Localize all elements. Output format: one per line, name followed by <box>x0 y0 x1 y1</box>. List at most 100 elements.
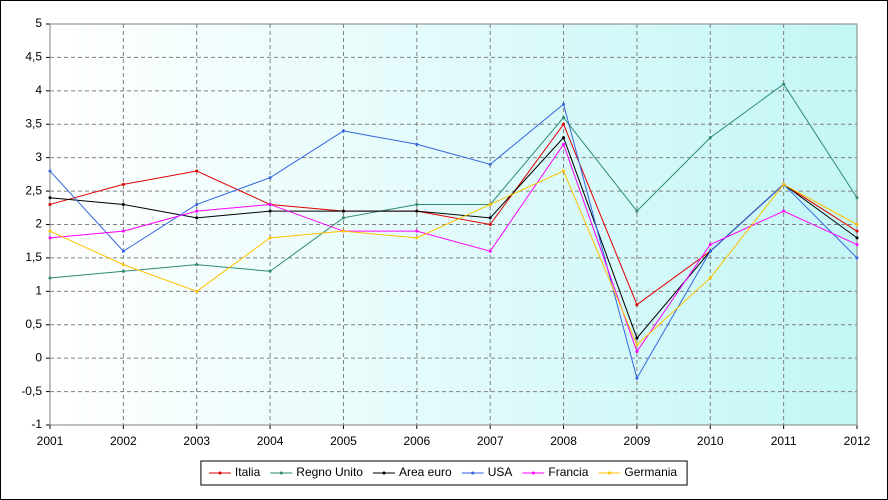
point <box>121 229 125 233</box>
point <box>855 236 859 240</box>
legend-marker <box>607 471 611 475</box>
point <box>195 289 199 293</box>
point <box>121 263 125 267</box>
point <box>48 169 52 173</box>
point <box>121 202 125 206</box>
point <box>635 209 639 213</box>
point <box>195 209 199 213</box>
series-line <box>49 170 858 346</box>
point <box>635 343 639 347</box>
y-tick-label: 1 <box>35 284 42 298</box>
x-tick-label: 2002 <box>110 434 137 448</box>
legend-marker <box>531 471 535 475</box>
y-tick-label: 0,5 <box>25 317 42 331</box>
point <box>708 243 712 247</box>
grid-layer <box>46 23 858 429</box>
legend-label: Regno Unito <box>296 465 363 479</box>
legend-label: Area euro <box>399 465 452 479</box>
point <box>782 82 786 86</box>
point <box>488 202 492 206</box>
x-tick-label: 2003 <box>183 434 210 448</box>
point <box>415 236 419 240</box>
x-tick-label: 2006 <box>403 434 430 448</box>
point <box>341 129 345 133</box>
point <box>635 349 639 353</box>
point <box>488 223 492 226</box>
legend-marker <box>218 471 222 475</box>
x-tick-label: 2007 <box>477 434 504 448</box>
point <box>488 216 492 220</box>
legend: Italia Regno Unito Area euro USA Francia Germ… <box>200 460 688 486</box>
x-tick-label: 2005 <box>330 434 357 448</box>
point <box>708 249 712 253</box>
point <box>855 243 859 247</box>
legend-label: Italia <box>235 465 261 479</box>
point <box>121 269 125 273</box>
x-tick-label: 2004 <box>257 434 284 448</box>
y-tick-label: 5 <box>35 16 42 30</box>
legend-label: USA <box>488 465 513 479</box>
point <box>268 269 272 273</box>
y-tick-label: 4 <box>35 83 42 97</box>
x-tick-label: 2011 <box>771 434 797 448</box>
point <box>635 376 639 380</box>
point <box>48 229 52 233</box>
x-tick-label: 2010 <box>697 434 724 448</box>
point <box>415 202 419 206</box>
legend-marker <box>279 471 283 475</box>
y-tick-label: 2 <box>35 217 42 231</box>
point <box>195 169 199 173</box>
point <box>488 162 492 166</box>
point <box>268 236 272 240</box>
y-tick-label: 3,5 <box>25 116 42 130</box>
point <box>488 249 492 253</box>
legend-label: Francia <box>548 465 588 479</box>
point <box>268 202 272 206</box>
x-tick-label: 2012 <box>844 434 871 448</box>
y-tick-label: 2,5 <box>25 183 42 197</box>
point <box>562 116 566 120</box>
point <box>341 216 345 220</box>
point <box>562 102 566 106</box>
x-tick-label: 2008 <box>550 434 577 448</box>
point <box>268 209 272 213</box>
legend-marker <box>471 471 475 475</box>
point <box>195 216 199 220</box>
point <box>782 182 786 186</box>
point <box>195 263 199 267</box>
point <box>855 223 859 226</box>
point <box>855 196 859 200</box>
y-tick-label: 0 <box>35 350 42 364</box>
point <box>268 176 272 180</box>
point <box>48 236 52 240</box>
x-tick-label: 2001 <box>37 434 64 448</box>
legend-label: Germania <box>624 465 677 479</box>
point <box>562 169 566 173</box>
point <box>708 136 712 140</box>
point <box>48 196 52 200</box>
series-layer <box>48 82 859 380</box>
series-line <box>49 83 858 279</box>
point <box>708 276 712 280</box>
point <box>562 122 566 126</box>
point <box>415 209 419 213</box>
point <box>635 303 639 307</box>
label-layer: -1 -0,5 0 0,5 1 1,5 2 2,5 3 3,5 4 4,5 5 2001 2002 2003 2… <box>21 16 870 448</box>
y-tick-label: -1 <box>31 417 42 431</box>
point <box>782 209 786 213</box>
series-line <box>49 143 858 353</box>
y-tick-label: 4,5 <box>25 50 42 64</box>
point <box>121 249 125 253</box>
y-tick-label: 1,5 <box>25 250 42 264</box>
x-tick-label: 2009 <box>624 434 651 448</box>
point <box>48 276 52 280</box>
point <box>341 229 345 233</box>
point <box>562 142 566 146</box>
point <box>855 229 859 233</box>
point <box>121 182 125 186</box>
point <box>195 202 199 206</box>
point <box>855 256 859 260</box>
point <box>415 142 419 146</box>
point <box>48 202 52 206</box>
